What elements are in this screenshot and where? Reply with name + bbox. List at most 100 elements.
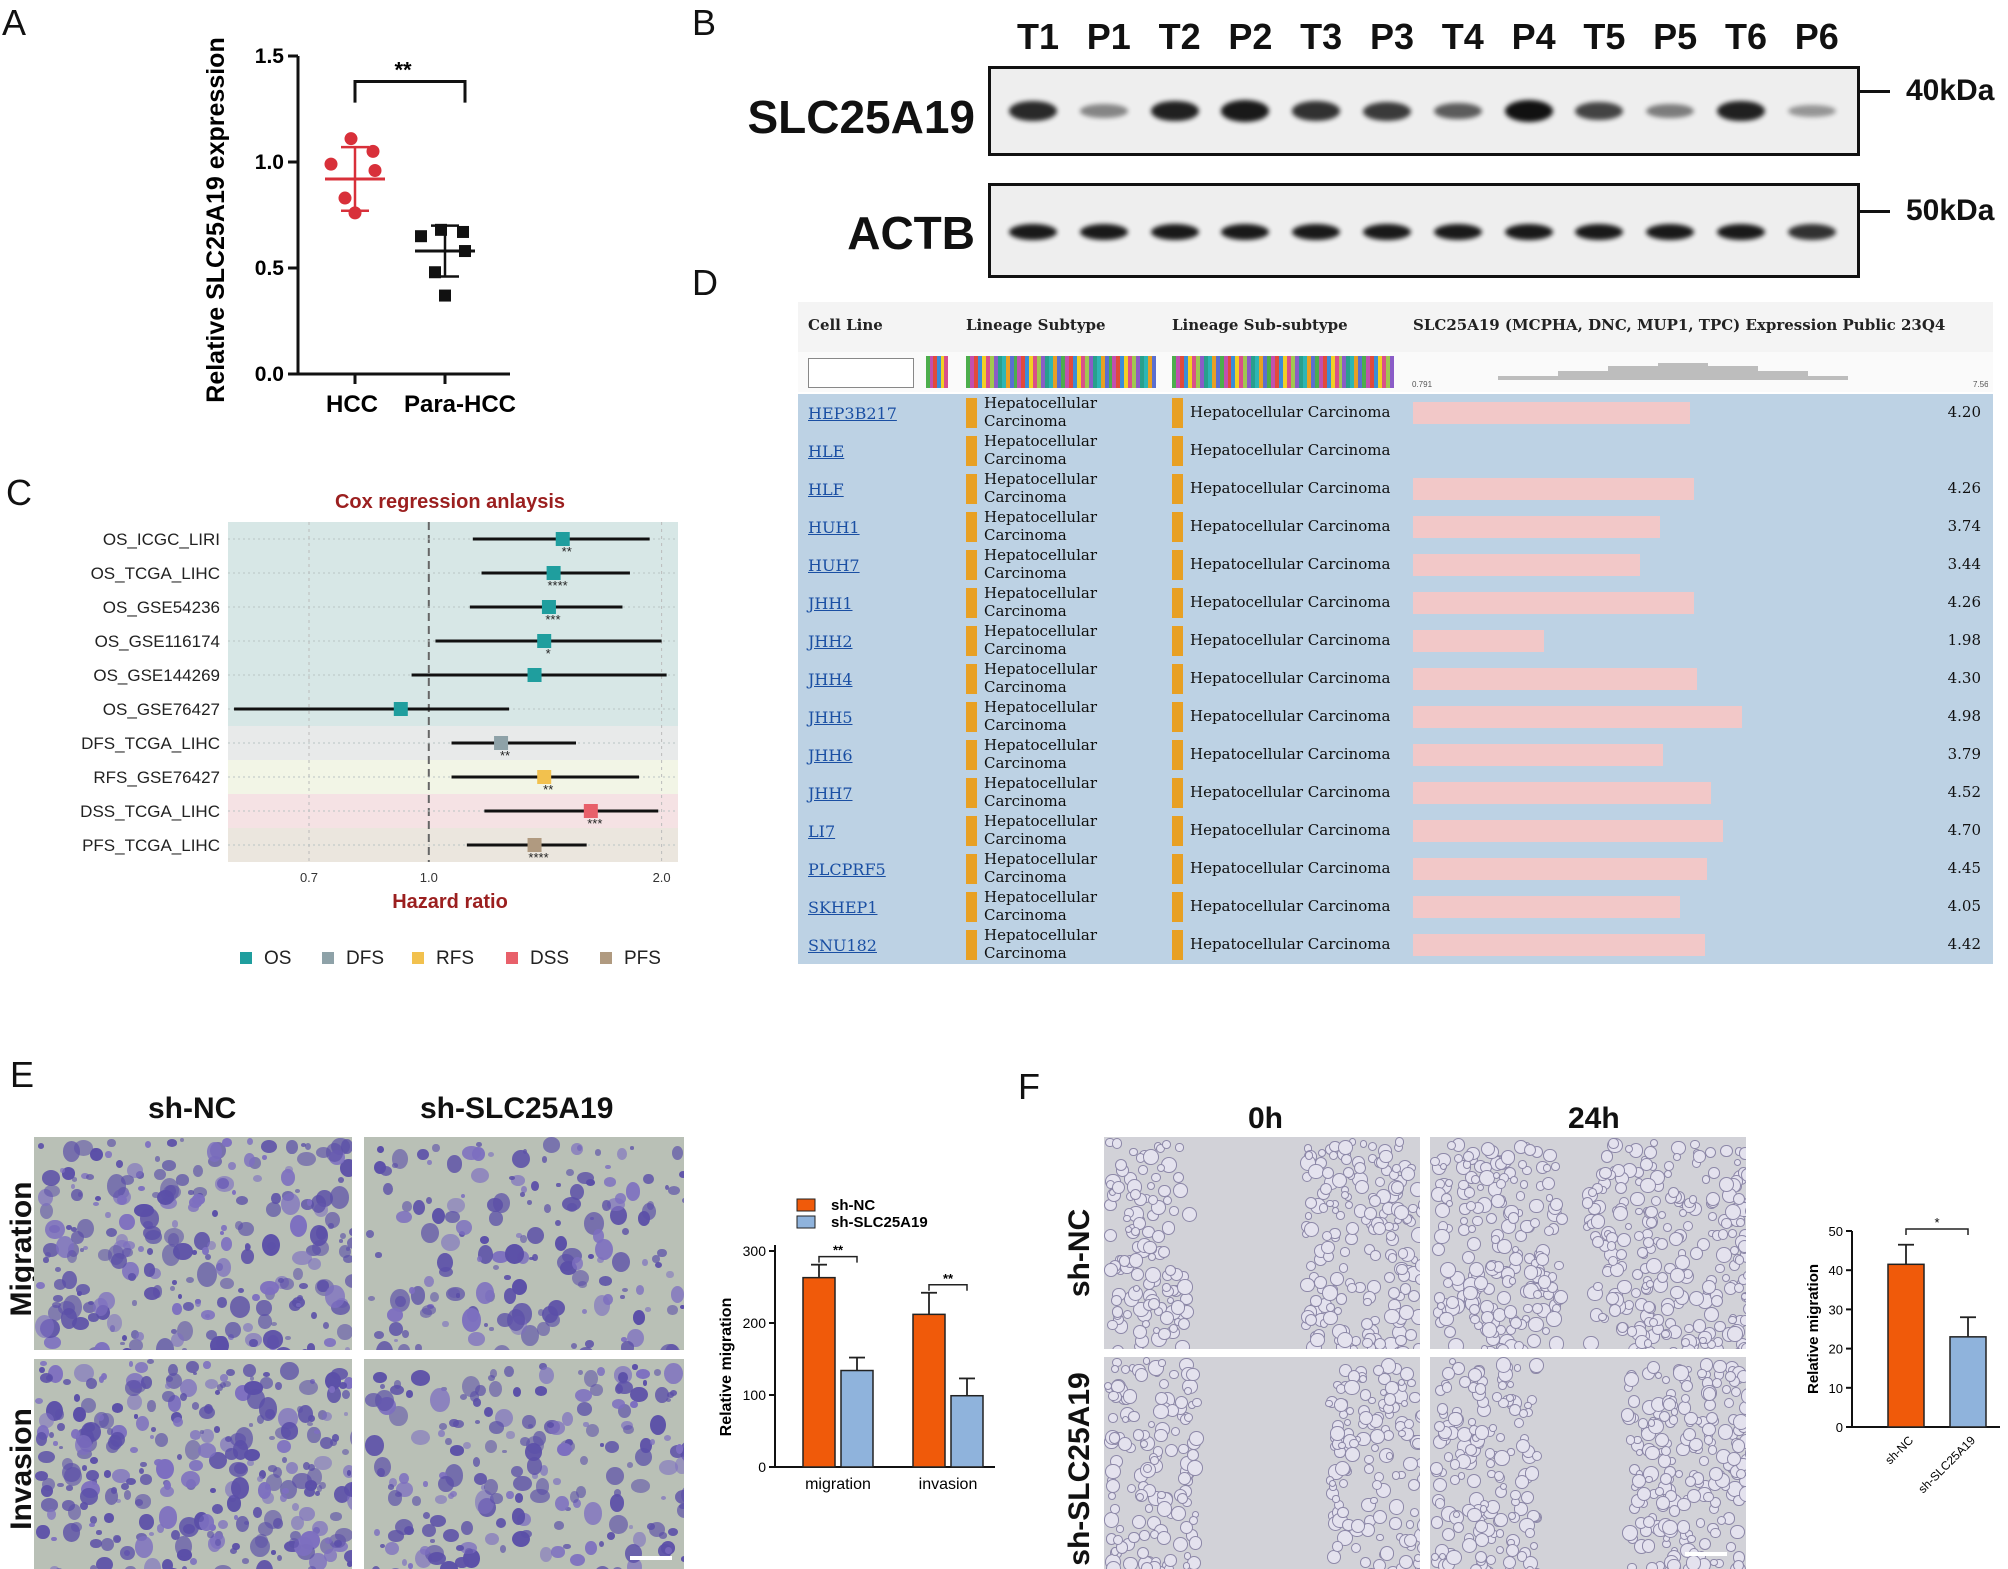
table-row: HLF Hepatocellular Carcinoma Hepatocellular… — [798, 470, 1993, 509]
cell-line-link[interactable]: HUH7 — [808, 556, 860, 575]
lineage-line-1: Hepatocellular — [984, 622, 1098, 640]
expression-bar — [1413, 630, 1544, 652]
lineage-line-2: Carcinoma — [984, 412, 1067, 430]
sub-subtype-swatch — [1172, 740, 1183, 770]
cell-line-expression-table: Cell Line Lineage Subtype Lineage Sub-su… — [798, 302, 1993, 965]
marker-tick-40 — [1860, 90, 1890, 93]
transwell-image-migration-sh-slc25a19 — [364, 1137, 684, 1350]
band-actb-p1 — [1079, 224, 1128, 240]
lineage-sub-subtype-cell: Hepatocellular Carcinoma — [1190, 403, 1391, 421]
blot-slc25a19 — [988, 66, 1860, 156]
lane-label-t3: T3 — [1300, 16, 1343, 57]
table-row: HUH1 Hepatocellular Carcinoma Hepatocellula… — [798, 508, 1993, 547]
bar-sh-slc25a19 — [950, 1394, 984, 1468]
lineage-subtype-cell: Hepatocellular Carcinoma — [984, 622, 1124, 658]
panel-a-ytick: 1.5 — [255, 45, 285, 68]
sub-subtype-swatch — [1172, 854, 1183, 884]
cell-line-link[interactable]: JHH4 — [808, 670, 853, 689]
ytick-label: 50 — [1829, 1224, 1843, 1239]
cell-line-link[interactable]: LI7 — [808, 822, 836, 841]
lineage-subtype-cell: Hepatocellular Carcinoma — [984, 736, 1124, 772]
table-row: JHH7 Hepatocellular Carcinoma Hepatocellula… — [798, 774, 1993, 813]
lineage-color-strip — [926, 356, 949, 388]
lineage-line-2: Carcinoma — [984, 906, 1067, 924]
significance-bracket — [353, 79, 467, 103]
legend-label-os: OS — [264, 948, 291, 969]
lineage-sub-subtype-cell: Hepatocellular Carcinoma — [1190, 479, 1391, 497]
legend-label: sh-SLC25A19 — [831, 1214, 928, 1231]
band-actb-p5 — [1646, 224, 1695, 240]
lineage-line-1: Hepatocellular — [984, 812, 1098, 830]
cell-line-link[interactable]: HUH1 — [808, 518, 860, 537]
lane-label-p2: P2 — [1228, 16, 1273, 57]
table-row: JHH2 Hepatocellular Carcinoma Hepatocellula… — [798, 622, 1993, 661]
legend-swatch — [796, 1198, 816, 1212]
significance-label: ** — [543, 782, 553, 797]
ytick-label: 0 — [758, 1459, 766, 1475]
bar — [1887, 1263, 1925, 1428]
cell-line-link[interactable]: JHH1 — [808, 594, 853, 613]
lane-label-p1: P1 — [1086, 16, 1131, 57]
cell-line-link[interactable]: SNU182 — [808, 936, 877, 955]
bar-sh-nc — [802, 1276, 836, 1468]
cell-line-link[interactable]: HLF — [808, 480, 844, 499]
expression-value: 1.98 — [1947, 631, 1981, 649]
sub-subtype-swatch — [1172, 512, 1183, 542]
cell-line-link[interactable]: JHH7 — [808, 784, 853, 803]
cell-line-link[interactable]: JHH5 — [808, 708, 853, 727]
lane-label-t4: T4 — [1441, 16, 1484, 57]
significance-label: ** — [833, 1243, 844, 1258]
header-lineage-sub-subtype: Lineage Sub-subtype — [1172, 316, 1348, 334]
lineage-swatch — [966, 474, 977, 504]
hazard-ratio-point — [546, 566, 561, 580]
sub-subtype-color-strip[interactable] — [1172, 356, 1395, 388]
panel-e-plot: 0 100 200 300 Relative migration migration ** i… — [718, 1197, 995, 1493]
band-actb-t3 — [1292, 224, 1341, 240]
legend-swatch — [796, 1215, 816, 1229]
sub-subtype-swatch — [1172, 626, 1183, 656]
para-hcc-data-point — [415, 230, 427, 243]
cell-line-link[interactable]: PLCPRF5 — [808, 860, 886, 879]
cell-line-link[interactable]: JHH2 — [808, 632, 853, 651]
table-row: JHH5 Hepatocellular Carcinoma Hepatocellula… — [798, 698, 1993, 737]
band-actb-t4 — [1433, 224, 1482, 240]
panel-f-bar-chart: 0 10 20 30 40 50 Relative migration sh-NC sh-SLC… — [1805, 1215, 2000, 1496]
band-actb-p3 — [1363, 224, 1411, 240]
forest-row-label: OS_GSE76427 — [103, 700, 220, 719]
lineage-swatch — [966, 854, 977, 884]
lane-label-p3: P3 — [1369, 16, 1415, 57]
panel-c-title: Cox regression anlaysis — [335, 491, 565, 513]
cell-line-filter-input[interactable] — [808, 358, 914, 388]
bar-sh-nc — [912, 1313, 946, 1468]
expression-histogram[interactable]: 0.791 7.56 — [1408, 354, 1988, 390]
forest-row-label: RFS_GSE76427 — [93, 768, 220, 787]
hcc-data-point — [368, 163, 382, 177]
cell-line-link[interactable]: HLE — [808, 442, 845, 461]
panel-c-legend: OS DFS RFS DSS PFS — [240, 948, 661, 969]
para-hcc-data-point — [457, 225, 469, 238]
lane-label-p5: P5 — [1653, 16, 1698, 57]
cell-line-link[interactable]: JHH6 — [808, 746, 853, 765]
expression-bar — [1413, 706, 1742, 728]
header-cell-line: Cell Line — [808, 316, 883, 334]
scale-bar-e — [630, 1556, 672, 1560]
expression-bar — [1413, 516, 1660, 538]
band-slc25a19-p1 — [1079, 104, 1128, 118]
legend-label-pfs: PFS — [624, 948, 661, 969]
lineage-sub-subtype-cell: Hepatocellular Carcinoma — [1190, 745, 1391, 763]
hazard-ratio-point — [494, 736, 509, 750]
cell-line-link[interactable]: HEP3B217 — [808, 404, 897, 423]
hazard-ratio-point — [537, 770, 552, 784]
cell-line-link[interactable]: SKHEP1 — [808, 898, 878, 917]
significance-bracket — [928, 1284, 968, 1291]
forest-row-label: OS_TCGA_LIHC — [91, 564, 220, 583]
lineage-line-2: Carcinoma — [984, 450, 1067, 468]
lineage-subtype-cell: Hepatocellular Carcinoma — [984, 812, 1124, 848]
wound-image-sh-slc25a19-0h — [1104, 1357, 1420, 1569]
subtype-color-strip[interactable] — [966, 356, 1157, 388]
panel-a-ytick: 0.0 — [255, 363, 284, 386]
lineage-line-1: Hepatocellular — [984, 736, 1098, 754]
expression-value: 3.79 — [1947, 745, 1981, 763]
lineage-line-2: Carcinoma — [984, 602, 1067, 620]
lineage-line-1: Hepatocellular — [984, 508, 1098, 526]
